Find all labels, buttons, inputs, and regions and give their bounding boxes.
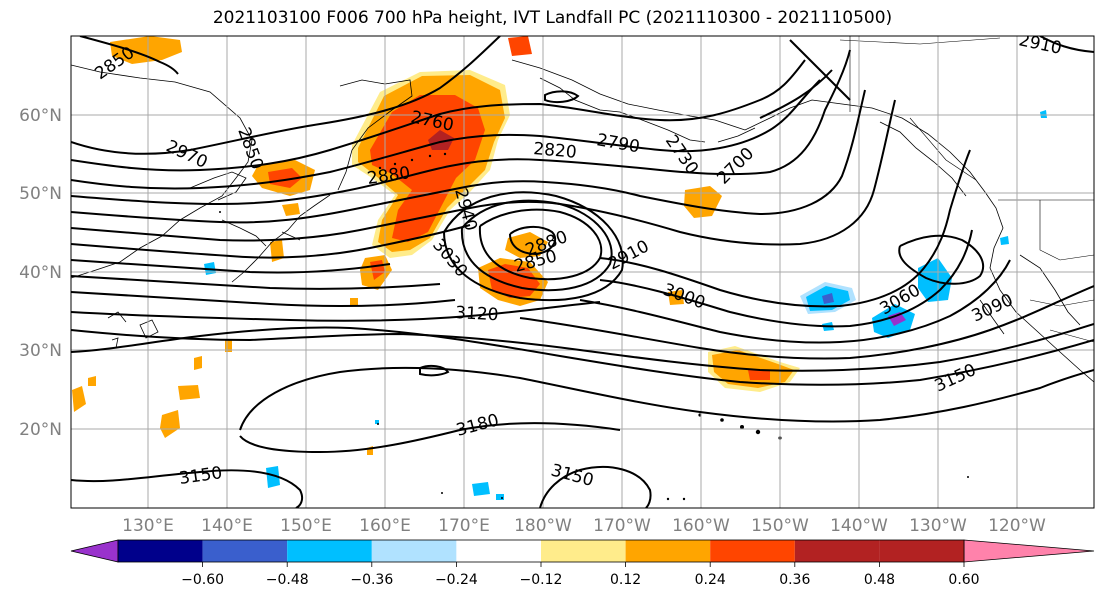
lon-label: 160°W xyxy=(672,516,730,536)
height-contours xyxy=(71,36,1094,508)
lon-label: 140°W xyxy=(830,516,888,536)
lat-label: 20°N xyxy=(19,420,62,440)
colorbar-segment xyxy=(118,540,203,562)
colorbar: −0.60 −0.48 −0.36 −0.24 −0.12 0.12 0.24 … xyxy=(70,539,1095,588)
lon-label: 130°W xyxy=(909,516,967,536)
lat-label: 50°N xyxy=(19,184,62,204)
lon-label: 150°W xyxy=(751,516,809,536)
lon-label: 160°E xyxy=(359,516,411,536)
colorbar-tick-label: 0.12 xyxy=(610,572,641,588)
map-panel: 2850 2760 2850 2970 2880 2820 2790 2730 … xyxy=(71,36,1094,508)
colorbar-segment xyxy=(625,540,711,562)
lat-label: 60°N xyxy=(19,106,62,126)
political-borders xyxy=(839,36,1094,343)
map-frame xyxy=(70,35,1095,509)
colorbar-tick-label: −0.60 xyxy=(181,572,224,588)
colorbar-segment xyxy=(541,540,626,562)
colorbar-tick-label: −0.48 xyxy=(266,572,309,588)
colorbar-segment xyxy=(287,540,372,562)
colorbar-tick-label: 0.24 xyxy=(695,572,726,588)
lon-label: 170°E xyxy=(438,516,490,536)
contour-label: 3120 xyxy=(455,303,499,325)
colorbar-segment xyxy=(371,540,457,562)
lon-label: 150°E xyxy=(280,516,332,536)
contour-label: 2820 xyxy=(533,139,578,163)
map-title: 2021103100 F006 700 hPa height, IVT Land… xyxy=(212,8,893,28)
lat-label: 30°N xyxy=(19,341,62,361)
colorbar-extend-right xyxy=(963,539,1095,563)
longitude-labels: 130°E 140°E 150°E 160°E 170°E 180°W 170°… xyxy=(122,516,1046,536)
lat-label: 40°N xyxy=(19,263,62,283)
colorbar-tick-label: −0.36 xyxy=(350,572,393,588)
lon-label: 120°W xyxy=(988,516,1046,536)
graticule xyxy=(71,36,1094,508)
colorbar-ticks xyxy=(202,562,965,567)
colorbar-segment xyxy=(794,540,880,562)
lon-label: 130°E xyxy=(122,516,174,536)
colorbar-tick-label: −0.12 xyxy=(520,572,563,588)
colorbar-segment xyxy=(710,540,795,562)
colorbar-extend-left xyxy=(70,539,119,563)
colorbar-tick-label: 0.48 xyxy=(864,572,895,588)
colorbar-tick-label: 0.36 xyxy=(779,572,810,588)
lon-label: 180°W xyxy=(514,516,572,536)
colorbar-segment xyxy=(879,540,964,562)
colorbar-segment xyxy=(202,540,288,562)
lon-label: 140°E xyxy=(201,516,253,536)
colorbar-segment xyxy=(456,540,541,562)
lon-label: 170°W xyxy=(593,516,651,536)
colorbar-tick-label: −0.24 xyxy=(435,572,478,588)
latitude-labels: 60°N 50°N 40°N 30°N 20°N xyxy=(19,106,62,440)
colorbar-tick-label: 0.60 xyxy=(948,572,979,588)
